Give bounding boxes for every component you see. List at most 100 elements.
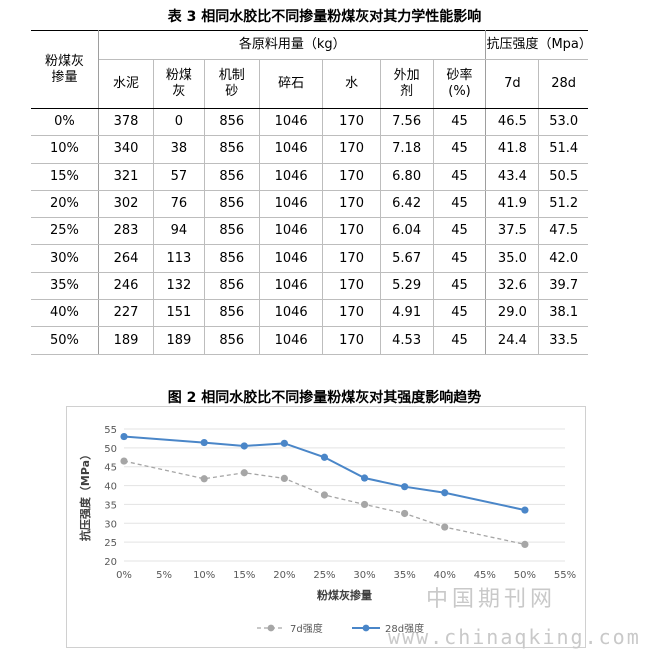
- x-tick-label: 20%: [273, 570, 295, 581]
- table-cell: 6.42: [380, 190, 434, 219]
- table-cell: 46.5: [485, 108, 540, 137]
- table-cell: 856: [204, 272, 260, 301]
- table-cell: 35.0: [485, 244, 540, 273]
- data-point: [521, 540, 529, 549]
- column-header: 粉煤 灰: [153, 59, 205, 109]
- data-point: [320, 491, 329, 499]
- table-cell: 4.91: [380, 299, 434, 328]
- y-tick-label: 35: [104, 500, 117, 511]
- data-point: [521, 506, 529, 514]
- table-cell: 45: [433, 299, 487, 328]
- table-cell: 50.5: [538, 163, 588, 191]
- table-cell: 1046: [259, 326, 324, 355]
- table-cell: 227: [98, 299, 155, 328]
- table-cell: 132: [153, 272, 205, 301]
- table-cell: 35%: [31, 272, 99, 301]
- table-cell: 51.4: [538, 135, 588, 164]
- data-point: [240, 442, 248, 450]
- table-cell: 4.53: [380, 326, 434, 355]
- table-cell: 20%: [31, 190, 99, 219]
- table-cell: 45: [433, 272, 487, 301]
- table-row: 35% 246 132 856 1046 170 5.29 45 32.6 39.7: [31, 272, 588, 301]
- table-cell: 170: [322, 299, 381, 328]
- x-tick-label: 35%: [394, 570, 416, 581]
- y-tick-label: 55: [104, 425, 117, 436]
- table-cell: 283: [98, 217, 155, 246]
- column-header: 机制 砂: [204, 59, 260, 109]
- table-cell: 170: [322, 108, 381, 137]
- table-cell: 29.0: [485, 299, 540, 328]
- table-cell: 1046: [259, 299, 324, 328]
- table-cell: 170: [322, 190, 381, 219]
- table-cell: 76: [153, 190, 205, 219]
- x-tick-label: 5%: [156, 570, 172, 581]
- table-cell: 856: [204, 299, 260, 328]
- table-row: 30% 264 113 856 1046 170 5.67 45 35.0 42.0: [31, 244, 588, 273]
- table-cell: 340: [98, 135, 155, 164]
- column-header: 水泥: [98, 59, 155, 109]
- table-cell: 45: [433, 190, 487, 219]
- table-cell: 170: [322, 272, 381, 301]
- legend-marker: [362, 624, 370, 632]
- table-cell: 45: [433, 244, 487, 273]
- table-cell: 170: [322, 135, 381, 164]
- table-cell: 15%: [31, 163, 99, 191]
- data-point: [120, 457, 128, 465]
- table-cell: 1046: [259, 272, 324, 301]
- table-cell: 5.29: [380, 272, 434, 301]
- data-point: [441, 523, 449, 531]
- table-cell: 856: [204, 135, 260, 164]
- table-cell: 856: [204, 108, 260, 137]
- table-cell: 151: [153, 299, 205, 328]
- watermark-url: www.chinaqking.com: [388, 625, 641, 649]
- table-cell: 33.5: [538, 326, 588, 355]
- table-cell: 45: [433, 163, 487, 191]
- data-point: [280, 474, 288, 483]
- column-header: 砂率 (%): [433, 59, 487, 109]
- table-cell: 38: [153, 135, 205, 164]
- table-cell: 170: [322, 244, 381, 273]
- line-chart: 20 25 30 35 40 45 50 55 0% 5% 10% 15% 20% 25% 30% 35% 40…: [78, 425, 576, 635]
- table-cell: 856: [204, 163, 260, 191]
- table-cell: 246: [98, 272, 155, 301]
- x-tick-label: 25%: [313, 570, 335, 581]
- table-cell: 1046: [259, 163, 324, 191]
- data-point: [401, 509, 409, 518]
- table-cell: 264: [98, 244, 155, 273]
- table-cell: 53.0: [538, 108, 588, 137]
- y-tick-label: 50: [104, 444, 117, 455]
- table-row: 0% 378 0 856 1046 170 7.56 45 46.5 53.0: [31, 108, 588, 137]
- header-materials: 各原料用量（kg）: [98, 30, 487, 60]
- table-cell: 6.80: [380, 163, 434, 191]
- table-cell: 57: [153, 163, 205, 191]
- x-tick-label: 10%: [193, 570, 215, 581]
- data-point: [120, 432, 128, 441]
- table-cell: 40%: [31, 299, 99, 328]
- table-cell: 39.7: [538, 272, 588, 301]
- table-cell: 45: [433, 135, 487, 164]
- chart-title: 图 2 相同水胶比不同掺量粉煤灰对其强度影响趋势: [167, 390, 482, 406]
- table-row: 25% 283 94 856 1046 170 6.04 45 37.5 47.5: [31, 217, 588, 246]
- table-cell: 1046: [259, 244, 324, 273]
- column-header: 外加 剂: [380, 59, 434, 109]
- table-cell: 321: [98, 163, 155, 191]
- table-cell: 38.1: [538, 299, 588, 328]
- x-tick-label: 0%: [116, 570, 132, 581]
- table-cell: 0%: [31, 108, 99, 137]
- data-point: [401, 483, 409, 491]
- data-point: [320, 453, 329, 461]
- table-cell: 856: [204, 217, 260, 246]
- table-cell: 856: [204, 190, 260, 219]
- table-cell: 170: [322, 163, 381, 191]
- column-header: 水: [322, 59, 381, 109]
- table-row: 15% 321 57 856 1046 170 6.80 45 43.4 50.5: [31, 163, 588, 191]
- data-point: [240, 469, 248, 477]
- table-cell: 189: [98, 326, 155, 355]
- table-cell: 45: [433, 217, 487, 246]
- table-cell: 1046: [259, 190, 324, 219]
- legend-label: 7d强度: [290, 622, 323, 635]
- x-tick-label: 40%: [434, 570, 456, 581]
- column-header: 28d: [538, 59, 588, 109]
- x-tick-label: 45%: [474, 570, 496, 581]
- y-tick-label: 30: [104, 519, 117, 530]
